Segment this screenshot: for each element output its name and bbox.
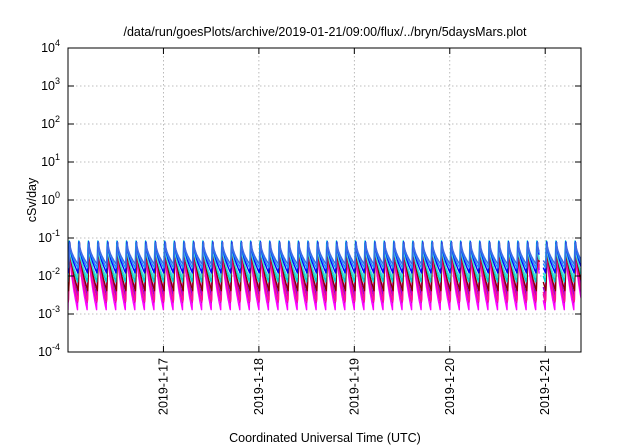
y-tick-label: 102 xyxy=(41,114,60,131)
x-tick-label: 2019-1-21 xyxy=(538,358,552,415)
x-tick-label: 2019-1-18 xyxy=(252,358,266,415)
y-tick-label: 103 xyxy=(41,76,60,93)
y-tick-label: 10-4 xyxy=(38,342,60,359)
x-axis-label: Coordinated Universal Time (UTC) xyxy=(229,431,421,445)
y-tick-label: 10-1 xyxy=(38,228,60,245)
plot-frame xyxy=(67,47,582,353)
chart-title: /data/run/goesPlots/archive/2019-01-21/0… xyxy=(123,25,527,39)
y-tick-label: 10-2 xyxy=(38,266,60,283)
series-group xyxy=(68,240,581,311)
x-tick-label: 2019-1-17 xyxy=(156,358,170,415)
y-tick-label: 100 xyxy=(41,190,60,207)
x-tick-label: 2019-1-20 xyxy=(443,358,457,415)
axes: 10-4 10-3 10-2 10-1 100 101 102 103 104 2019-1-17… xyxy=(38,38,581,415)
y-tick-label: 10-3 xyxy=(38,304,60,321)
y-tick-label: 101 xyxy=(41,152,60,169)
y-tick-label: 104 xyxy=(41,38,60,55)
x-tick-label: 2019-1-19 xyxy=(347,358,361,415)
y-axis-label: cSv/day xyxy=(25,177,39,222)
series-line xyxy=(68,242,581,266)
